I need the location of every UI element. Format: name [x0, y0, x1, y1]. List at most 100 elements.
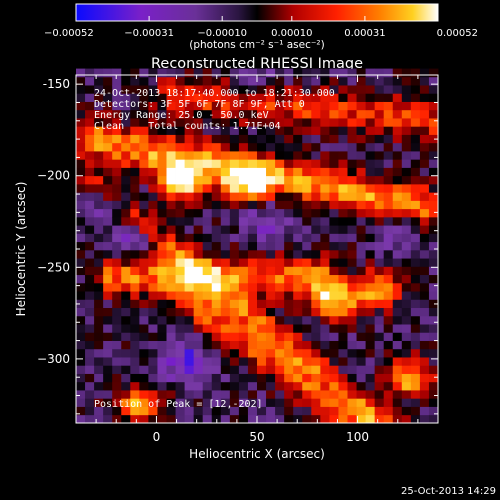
heatmap-cell [347, 175, 357, 185]
heatmap-cell [238, 167, 249, 177]
heatmap-cell [293, 216, 303, 226]
heatmap-cell [401, 373, 412, 383]
heatmap-cell [275, 274, 285, 284]
heatmap-cell [139, 324, 149, 333]
heatmap-cell [238, 390, 249, 399]
heatmap-cell [329, 291, 339, 300]
heatmap-cell [103, 348, 113, 358]
heatmap-cell [311, 68, 321, 78]
heatmap-cell [76, 167, 86, 177]
heatmap-cell [121, 282, 131, 292]
heatmap-cell [266, 381, 276, 391]
heatmap-cell [320, 282, 330, 292]
heatmap-cell [103, 134, 113, 144]
heatmap-cell [193, 249, 204, 259]
heatmap-cell [139, 216, 149, 226]
heatmap-cell [392, 340, 403, 350]
heatmap-cell [85, 249, 95, 259]
heatmap-cell [103, 76, 113, 86]
heatmap-cell [175, 381, 185, 391]
heatmap-cell [202, 183, 213, 193]
heatmap-cell [112, 225, 122, 234]
heatmap-cell [293, 233, 303, 243]
heatmap-cell [130, 414, 140, 424]
heatmap-cell [139, 390, 149, 399]
heatmap-cell [103, 225, 113, 234]
heatmap-cell [347, 151, 357, 160]
colorbar-tick-label: 0.00052 [437, 28, 478, 39]
heatmap-cell [374, 159, 385, 168]
heatmap-cell [211, 85, 222, 94]
heatmap-cell [392, 258, 403, 267]
heatmap-cell [238, 249, 249, 259]
heatmap-cell [85, 299, 95, 309]
heatmap-cell [401, 414, 412, 424]
heatmap-cell [166, 109, 176, 119]
heatmap-cell [428, 134, 439, 144]
heatmap-cell [193, 134, 204, 144]
heatmap-cell [410, 167, 421, 177]
heatmap-cell [347, 258, 357, 267]
heatmap-cell [166, 373, 176, 383]
heatmap-cell [284, 373, 294, 383]
heatmap-cell [293, 134, 303, 144]
heatmap-cell [410, 126, 421, 135]
heatmap-cell [419, 307, 430, 317]
heatmap-cell [175, 390, 185, 399]
heatmap-cell [112, 192, 122, 201]
heatmap-cell [76, 315, 86, 325]
heatmap-cell [211, 266, 222, 276]
heatmap-cell [175, 348, 185, 358]
heatmap-cell [275, 315, 285, 325]
heatmap-cell [166, 258, 176, 267]
heatmap-cell [257, 241, 267, 251]
heatmap-cell [76, 373, 86, 383]
heatmap-cell [184, 324, 195, 333]
heatmap-cell [293, 183, 303, 193]
heatmap-cell [311, 183, 321, 193]
heatmap-cell [103, 175, 113, 185]
heatmap-cell [184, 266, 195, 276]
heatmap-cell [365, 258, 376, 267]
heatmap-cell [383, 159, 394, 168]
heatmap-cell [193, 208, 204, 218]
heatmap-cell [257, 282, 267, 292]
heatmap-cell [103, 357, 113, 366]
heatmap-cell [211, 332, 222, 341]
heatmap-cell [401, 249, 412, 259]
heatmap-cell [365, 241, 376, 251]
heatmap-cell [293, 225, 303, 234]
heatmap-cell [148, 208, 158, 218]
heatmap-cell [266, 266, 276, 276]
heatmap-cell [293, 167, 303, 177]
heatmap-cell [428, 151, 439, 160]
heatmap-cell [401, 200, 412, 210]
heatmap-cell [94, 282, 104, 292]
heatmap-cell [356, 266, 366, 276]
heatmap-cell [347, 414, 357, 424]
heatmap-cell [374, 233, 385, 243]
heatmap-cell [428, 93, 439, 102]
heatmap-cell [266, 159, 276, 168]
heatmap-cell [347, 101, 357, 111]
heatmap-cell [139, 414, 149, 424]
heatmap-cell [220, 340, 231, 350]
heatmap-cell [365, 233, 376, 243]
heatmap-cell [103, 101, 113, 111]
heatmap-cell [302, 414, 312, 424]
heatmap-cell [302, 68, 312, 78]
heatmap-cell [166, 307, 176, 317]
heatmap-cell [257, 85, 267, 94]
heatmap-cell [202, 85, 213, 94]
heatmap-cell [410, 315, 421, 325]
heatmap-cell [365, 93, 376, 102]
heatmap-cell [130, 249, 140, 259]
heatmap-cell [374, 414, 385, 424]
heatmap-cell [365, 406, 376, 416]
x-tick-label: 0 [153, 430, 161, 444]
heatmap-cell [112, 118, 122, 127]
heatmap-cell [76, 348, 86, 358]
heatmap-cell [184, 159, 195, 168]
heatmap-cell [419, 126, 430, 135]
heatmap-cell [383, 357, 394, 366]
